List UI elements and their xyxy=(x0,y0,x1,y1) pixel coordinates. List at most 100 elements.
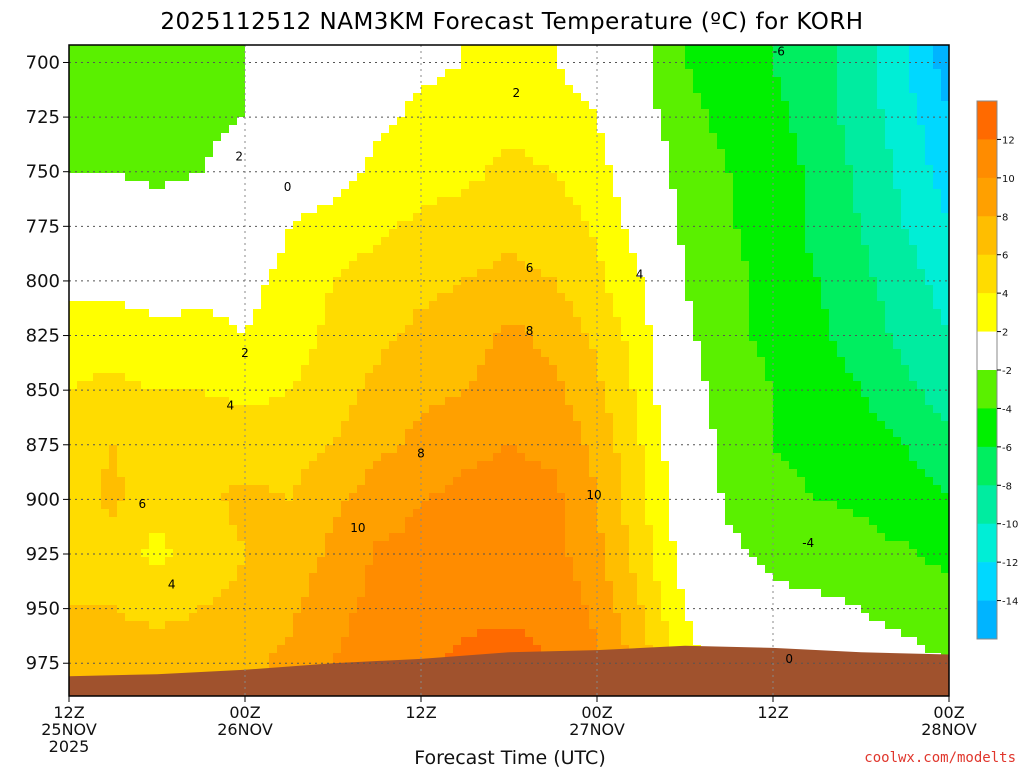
field-cell xyxy=(309,301,318,310)
field-cell xyxy=(613,117,622,126)
field-cell xyxy=(789,117,798,126)
field-cell xyxy=(341,173,350,182)
field-cell xyxy=(117,157,126,166)
field-cell xyxy=(517,245,526,254)
field-cell xyxy=(373,141,382,150)
field-cell xyxy=(117,181,126,190)
field-cell xyxy=(653,349,662,358)
field-cell xyxy=(413,261,422,270)
field-cell xyxy=(813,349,822,358)
field-cell xyxy=(853,221,862,230)
field-cell xyxy=(661,349,670,358)
field-cell xyxy=(453,333,462,342)
field-cell xyxy=(645,133,654,142)
field-cell xyxy=(685,229,694,238)
field-cell xyxy=(181,53,190,62)
field-cell xyxy=(117,165,126,174)
field-cell xyxy=(541,85,550,94)
field-cell xyxy=(765,189,774,198)
field-cell xyxy=(237,61,246,70)
field-cell xyxy=(341,157,350,166)
field-cell xyxy=(677,245,686,254)
field-cell xyxy=(525,125,534,134)
field-cell xyxy=(517,397,526,406)
field-cell xyxy=(213,77,222,86)
field-cell xyxy=(901,53,910,62)
field-cell xyxy=(421,381,430,390)
field-cell xyxy=(277,45,286,54)
field-cell xyxy=(837,365,846,374)
field-cell xyxy=(861,61,870,70)
field-cell xyxy=(221,237,230,246)
field-cell xyxy=(853,261,862,270)
field-cell xyxy=(893,269,902,278)
field-cell xyxy=(405,261,414,270)
field-cell xyxy=(269,53,278,62)
field-cell xyxy=(525,133,534,142)
field-cell xyxy=(333,397,342,406)
field-cell xyxy=(717,197,726,206)
field-cell xyxy=(589,389,598,398)
field-cell xyxy=(797,293,806,302)
field-cell xyxy=(69,373,78,382)
field-cell xyxy=(901,85,910,94)
field-cell xyxy=(461,397,470,406)
field-cell xyxy=(133,389,142,398)
field-cell xyxy=(813,341,822,350)
field-cell xyxy=(429,333,438,342)
field-cell xyxy=(613,245,622,254)
field-cell xyxy=(93,253,102,262)
field-cell xyxy=(125,317,134,326)
field-cell xyxy=(733,277,742,286)
field-cell xyxy=(277,173,286,182)
field-cell xyxy=(733,141,742,150)
field-cell xyxy=(413,157,422,166)
field-cell xyxy=(381,325,390,334)
field-cell xyxy=(653,389,662,398)
field-cell xyxy=(549,157,558,166)
field-cell xyxy=(749,341,758,350)
field-cell xyxy=(565,117,574,126)
field-cell xyxy=(645,221,654,230)
field-cell xyxy=(389,149,398,158)
field-cell xyxy=(861,173,870,182)
field-cell xyxy=(789,261,798,270)
field-cell xyxy=(853,373,862,382)
field-cell xyxy=(789,133,798,142)
field-cell xyxy=(885,69,894,78)
field-cell xyxy=(133,109,142,118)
field-cell xyxy=(101,365,110,374)
field-cell xyxy=(837,309,846,318)
field-cell xyxy=(165,277,174,286)
field-cell xyxy=(93,333,102,342)
field-cell xyxy=(501,117,510,126)
field-cell xyxy=(917,253,926,262)
field-cell xyxy=(741,333,750,342)
field-cell xyxy=(789,109,798,118)
field-cell xyxy=(613,133,622,142)
field-cell xyxy=(501,357,510,366)
field-cell xyxy=(613,101,622,110)
field-cell xyxy=(365,333,374,342)
field-cell xyxy=(229,189,238,198)
field-cell xyxy=(661,189,670,198)
field-cell xyxy=(77,389,86,398)
field-cell xyxy=(397,205,406,214)
field-cell xyxy=(413,309,422,318)
field-cell xyxy=(485,133,494,142)
field-cell xyxy=(269,61,278,70)
field-cell xyxy=(165,229,174,238)
field-cell xyxy=(781,309,790,318)
field-cell xyxy=(325,405,334,414)
field-cell xyxy=(509,373,518,382)
field-cell xyxy=(365,53,374,62)
field-cell xyxy=(845,157,854,166)
field-cell xyxy=(469,229,478,238)
field-cell xyxy=(253,157,262,166)
field-cell xyxy=(133,213,142,222)
field-cell xyxy=(261,125,270,134)
field-cell xyxy=(141,69,150,78)
field-cell xyxy=(845,213,854,222)
field-cell xyxy=(573,293,582,302)
field-cell xyxy=(469,173,478,182)
